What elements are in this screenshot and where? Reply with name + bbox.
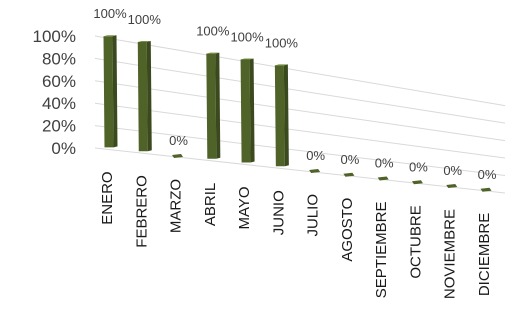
data-label: 0% [375,156,394,171]
gridline [94,80,506,142]
category-label: SEPTIEMBRE [373,202,390,299]
data-label: 100% [196,24,230,39]
bar-abril [206,52,221,159]
category-label: AGOSTO [339,198,356,262]
y-tick-label: 40% [42,94,76,113]
data-label: 0% [341,152,360,167]
data-label: 0% [443,163,462,178]
bar-octubre [411,180,423,185]
data-label: 100% [230,29,264,44]
bar-julio [309,168,321,173]
bar-agosto [343,172,355,177]
category-label: MAYO [236,186,253,229]
category-label: DICIEMBRE [476,213,493,296]
gridlines [94,35,506,194]
data-labels: 100% 100%0%100% 100% 100%0% 0% 0% 0% 0% 0% [93,6,496,182]
bar-enero [103,35,118,148]
y-tick-label: 80% [42,49,76,68]
gridline [94,35,506,107]
bars [103,35,492,192]
data-label: 100% [93,6,127,21]
y-tick-label: 0% [51,139,76,158]
y-tick-label: 60% [42,72,76,91]
bar-mayo [240,58,255,163]
data-label: 0% [409,159,428,174]
bar-noviembre [446,184,458,189]
data-label: 0% [306,148,325,163]
category-label: NOVIEMBRE [442,209,459,299]
data-label: 0% [169,133,188,148]
x-axis: ENERO FEBRERO MARZO ABRIL MAYO JUNIO JULIO AGOS… [99,171,493,299]
data-label: 100% [128,12,162,27]
y-axis: 0% 20% 40% 60% 80% 100% [33,27,76,158]
data-label: 100% [265,35,299,50]
data-label: 0% [478,167,497,182]
y-tick-label: 100% [33,27,76,46]
category-label: JULIO [305,194,322,237]
category-label: OCTUBRE [407,205,424,278]
gridline [94,102,506,159]
category-label: ABRIL [202,183,219,226]
category-label: MARZO [168,179,185,233]
gridline [94,125,506,177]
bar-febrero [137,41,152,152]
category-label: JUNIO [270,190,287,235]
bar-marzo [172,153,184,158]
gridline [94,57,506,124]
bar-septiembre [377,176,389,181]
bar-diciembre [480,187,492,192]
category-label: ENERO [99,171,116,224]
bar-junio [274,64,289,167]
y-tick-label: 20% [42,117,76,136]
category-label: FEBRERO [133,175,150,248]
gridline [94,147,506,194]
